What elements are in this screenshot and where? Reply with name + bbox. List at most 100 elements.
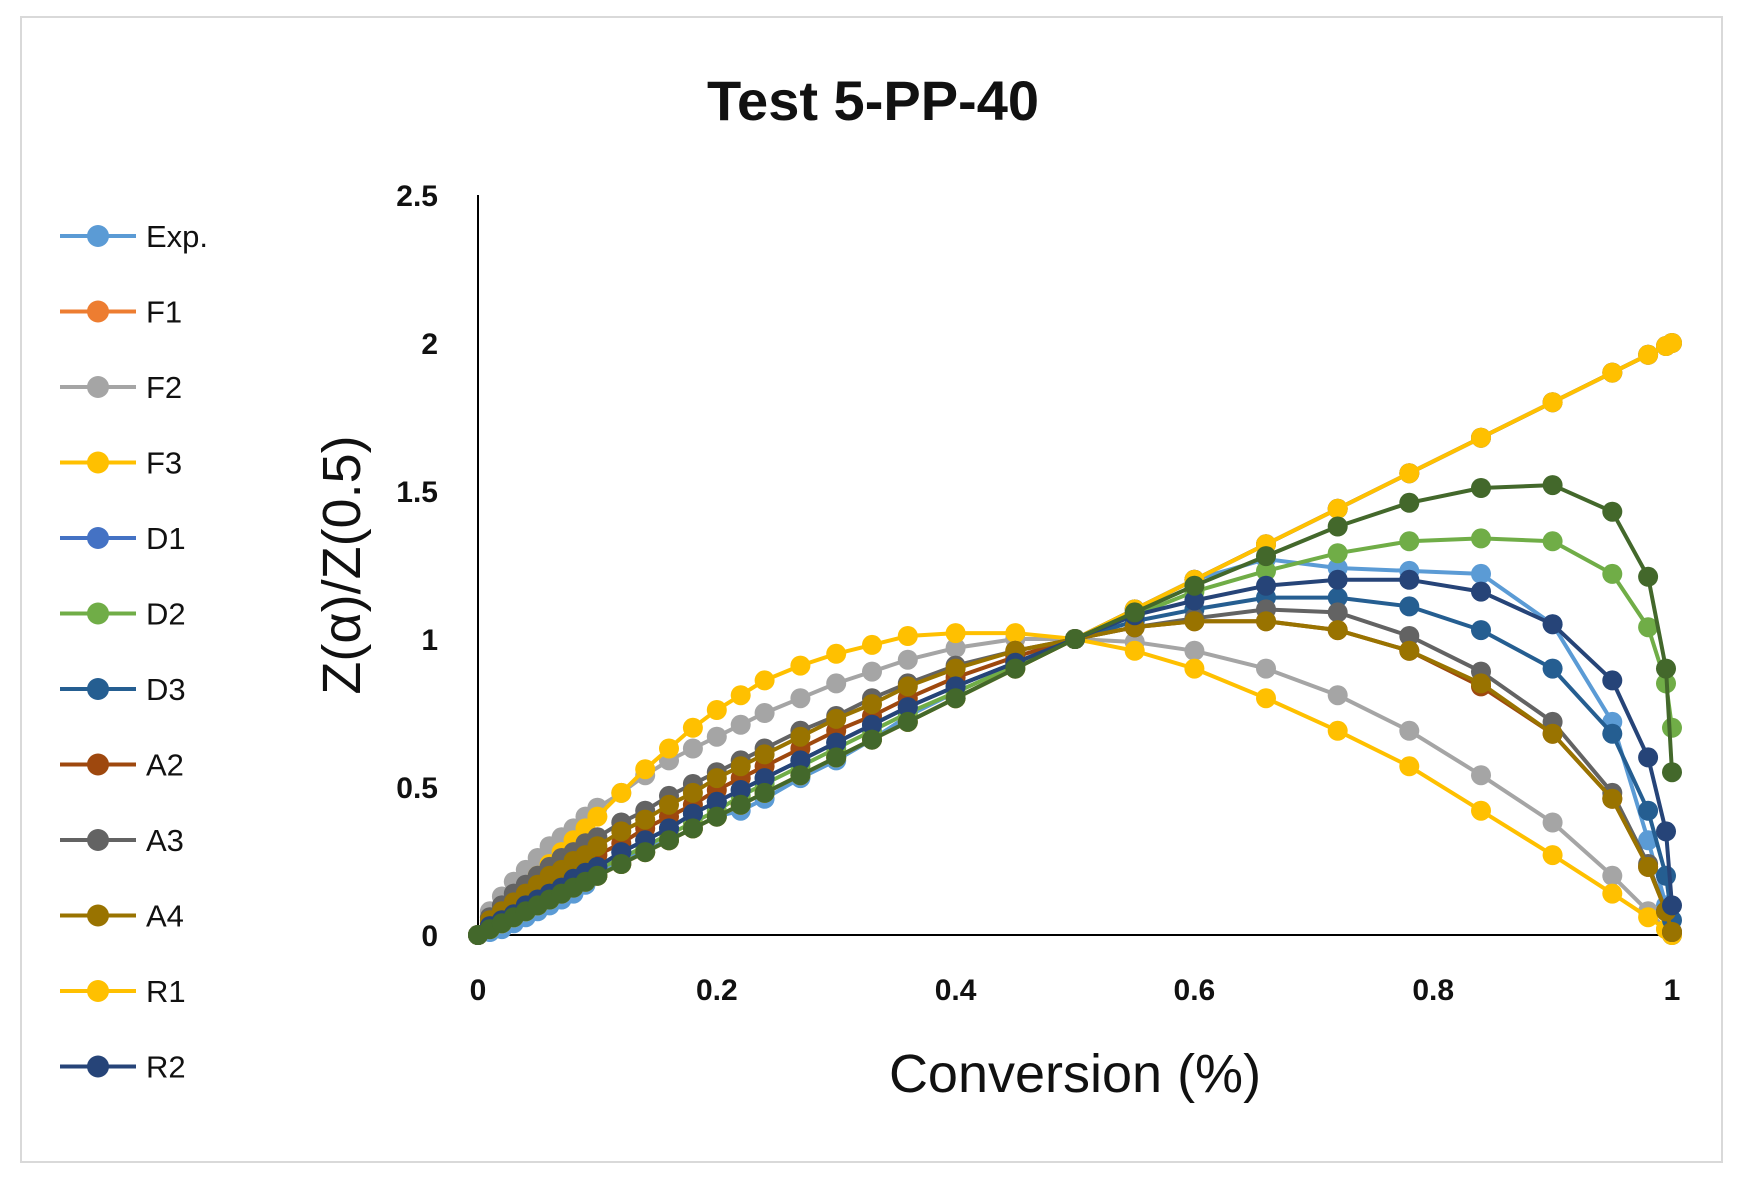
series-line — [476, 619, 1674, 937]
data-point — [1256, 611, 1276, 632]
data-point — [1602, 362, 1623, 383]
data-point — [635, 759, 656, 780]
data-point — [1542, 475, 1563, 496]
data-point — [1638, 747, 1659, 768]
y-axis-ticks: 0 0.5 1 1.5 2 2.5 — [396, 180, 438, 953]
data-point — [1327, 602, 1348, 623]
plot-area — [468, 333, 1682, 945]
legend-label: F3 — [146, 446, 182, 481]
y-tick-label: 1.5 — [396, 476, 438, 509]
data-point — [706, 726, 727, 747]
x-tick-label: 0.8 — [1412, 974, 1454, 1007]
series-line — [476, 619, 1674, 937]
data-point — [1256, 688, 1276, 709]
chart-title: Test 5-PP-40 — [707, 69, 1039, 132]
data-point — [1327, 720, 1348, 741]
data-point — [659, 830, 679, 851]
legend-marker — [87, 376, 109, 398]
data-point — [1184, 611, 1205, 632]
data-point — [1656, 865, 1676, 886]
data-point — [945, 658, 966, 679]
legend-item: D3 — [60, 672, 186, 707]
legend-item: R2 — [60, 1050, 186, 1085]
data-point — [1256, 658, 1276, 679]
legend-item: A2 — [60, 748, 184, 783]
data-point — [706, 806, 727, 827]
legend-marker — [87, 980, 109, 1002]
data-point — [1184, 590, 1205, 611]
data-point — [945, 623, 966, 644]
x-tick-label: 0.4 — [935, 974, 977, 1007]
legend-label: D2 — [146, 597, 186, 632]
data-point — [1662, 922, 1682, 942]
series-line — [477, 483, 1674, 937]
x-tick-label: 0.6 — [1174, 974, 1216, 1007]
data-point — [826, 643, 847, 664]
legend-item: F2 — [60, 370, 182, 405]
data-point — [790, 688, 811, 709]
legend-marker — [87, 225, 109, 247]
series-unlabeled — [468, 475, 1682, 945]
data-point — [1662, 762, 1682, 783]
data-point — [1327, 620, 1348, 641]
data-point — [754, 744, 775, 765]
data-point — [682, 782, 703, 803]
data-point — [1399, 626, 1420, 646]
series-r2 — [468, 569, 1682, 945]
data-point — [1542, 845, 1563, 866]
legend-marker — [87, 1055, 109, 1078]
data-point — [730, 714, 751, 735]
data-point — [1638, 617, 1659, 638]
legend-marker — [87, 904, 109, 927]
data-point — [1399, 640, 1420, 661]
series-line — [476, 637, 1674, 937]
data-point — [1399, 756, 1420, 777]
data-point — [1399, 596, 1420, 617]
data-point — [730, 756, 751, 777]
data-point — [1256, 575, 1276, 596]
data-point — [659, 738, 679, 759]
data-point — [1124, 640, 1145, 661]
data-point — [1471, 563, 1491, 584]
legend-label: A4 — [146, 899, 184, 934]
legend-item: Exp. — [60, 219, 208, 254]
data-point — [1327, 498, 1348, 519]
legend-label: R2 — [146, 1050, 186, 1085]
data-point — [1602, 883, 1623, 904]
legend-item: A3 — [60, 823, 184, 858]
data-point — [1471, 765, 1491, 786]
data-point — [682, 717, 703, 738]
legend-label: F2 — [146, 370, 182, 405]
data-point — [706, 791, 727, 812]
x-tick-label: 0.2 — [696, 974, 738, 1007]
data-point — [587, 836, 608, 857]
data-point — [635, 809, 656, 830]
data-point — [1662, 895, 1682, 916]
data-point — [1656, 821, 1676, 842]
data-point — [1656, 658, 1676, 679]
data-point — [1399, 492, 1420, 513]
series-f3 — [468, 623, 1682, 945]
data-point — [1184, 658, 1205, 679]
legend-marker — [87, 753, 109, 776]
data-point — [611, 782, 632, 803]
y-tick-label: 0.5 — [396, 772, 438, 805]
data-point — [862, 729, 882, 750]
data-point — [862, 661, 882, 682]
data-point — [1471, 478, 1491, 498]
legend-item: F1 — [60, 295, 182, 330]
data-point — [587, 865, 608, 886]
data-point — [730, 685, 751, 706]
data-point — [1399, 569, 1420, 590]
x-axis-label: Conversion (%) — [889, 1044, 1261, 1104]
y-tick-label: 2.5 — [396, 180, 438, 213]
data-point — [1327, 516, 1348, 537]
data-point — [1327, 543, 1348, 564]
data-point — [1005, 623, 1026, 644]
series-line — [476, 607, 1674, 937]
data-point — [897, 697, 918, 718]
legend-marker — [87, 527, 109, 549]
data-point — [1602, 723, 1623, 744]
data-point — [1602, 670, 1623, 691]
data-point — [1471, 800, 1491, 821]
